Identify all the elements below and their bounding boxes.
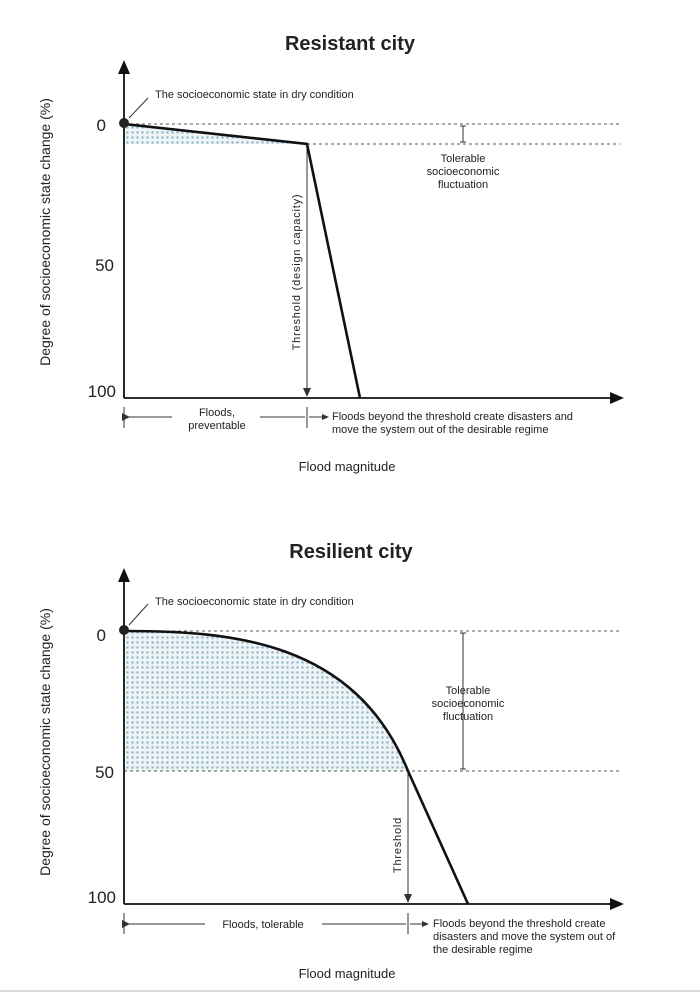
threshold-label: Threshold (design capacity) bbox=[291, 194, 303, 351]
x-axis-label: Flood magnitude bbox=[299, 966, 396, 981]
threshold-label: Threshold bbox=[392, 817, 404, 873]
y-axis-label: Degree of socioeconomic state change (%) bbox=[37, 608, 53, 876]
fluctuation-label-line-1: Tolerable bbox=[446, 685, 491, 697]
floods-right-label-line-1: Floods beyond the threshold create bbox=[433, 918, 605, 930]
floods-left-label-line-1: Floods, bbox=[199, 407, 235, 419]
dry-state-point bbox=[119, 118, 129, 128]
fluctuation-label-line-2: socioeconomic bbox=[427, 166, 500, 178]
panel-title: Resistant city bbox=[285, 33, 416, 55]
x-axis-label: Flood magnitude bbox=[299, 459, 396, 474]
x-axis-arrow-icon bbox=[610, 898, 624, 910]
dry-condition-label: The socioeconomic state in dry condition bbox=[155, 89, 354, 101]
tick-100: 100 bbox=[88, 382, 116, 401]
threshold-arrow-icon bbox=[303, 388, 311, 397]
tick-100: 100 bbox=[88, 888, 116, 907]
threshold-arrow-icon bbox=[404, 894, 412, 903]
dry-state-point bbox=[119, 625, 129, 635]
floods-left-label-line-1: Floods, tolerable bbox=[222, 919, 303, 931]
fluctuation-label-line-3: fluctuation bbox=[443, 711, 493, 723]
floods-right-label-line-2: disasters and move the system out of bbox=[433, 931, 616, 943]
dry-condition-label: The socioeconomic state in dry condition bbox=[155, 596, 354, 608]
tick-50: 50 bbox=[95, 763, 114, 782]
panel-title: Resilient city bbox=[289, 541, 413, 563]
x-axis-arrow-icon bbox=[610, 392, 624, 404]
tolerable-region bbox=[124, 631, 408, 771]
fluctuation-label-line-1: Tolerable bbox=[441, 153, 486, 165]
y-axis-arrow-icon bbox=[118, 568, 130, 582]
response-curve bbox=[123, 122, 362, 399]
dry-state-leader bbox=[128, 97, 149, 119]
floods-right-label-line-3: the desirable regime bbox=[433, 944, 533, 956]
floods-right-label-line-1: Floods beyond the threshold create disas… bbox=[332, 411, 573, 423]
y-axis-arrow-icon bbox=[118, 60, 130, 74]
panel-resistant: Resistant city Degree of socioeconomic s… bbox=[37, 33, 624, 474]
tick-0: 0 bbox=[97, 116, 106, 135]
response-curve bbox=[123, 629, 470, 905]
panel-resilient: Resilient city Degree of socioeconomic s… bbox=[37, 541, 624, 981]
y-axis-label: Degree of socioeconomic state change (%) bbox=[37, 98, 53, 366]
fluctuation-label-line-2: socioeconomic bbox=[432, 698, 505, 710]
dry-state-leader bbox=[128, 603, 149, 626]
tick-50: 50 bbox=[95, 256, 114, 275]
tick-0: 0 bbox=[97, 626, 106, 645]
fluctuation-label-line-3: fluctuation bbox=[438, 179, 488, 191]
floods-right-label-line-2: move the system out of the desirable reg… bbox=[332, 424, 548, 436]
floods-left-label-line-2: preventable bbox=[188, 420, 246, 432]
